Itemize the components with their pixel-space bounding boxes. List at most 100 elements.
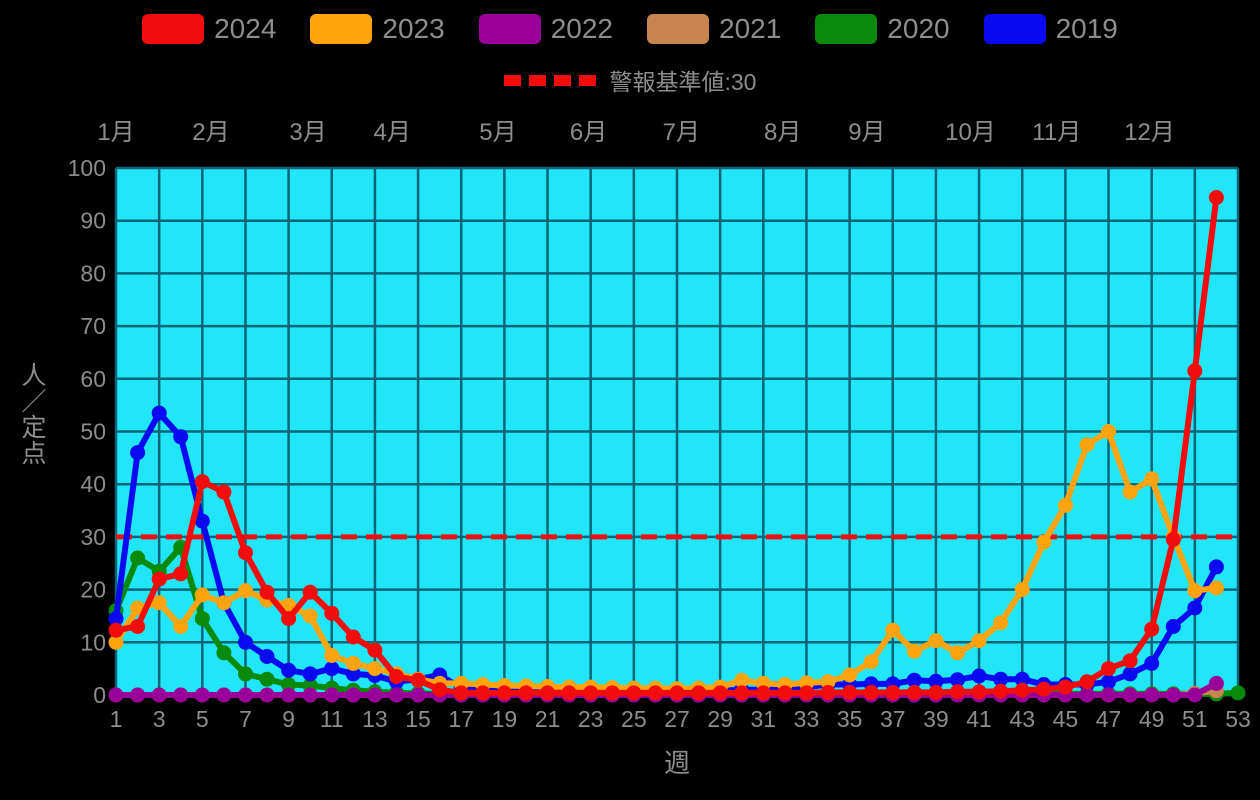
series-dot-2023	[950, 645, 965, 661]
series-dot-2023	[1144, 471, 1160, 487]
y-tick-label: 80	[80, 260, 106, 286]
series-dot-2019	[1101, 674, 1116, 690]
chart-legend: 2024 2023 2022 2021 2020 2019	[0, 13, 1260, 45]
y-tick-label: 40	[80, 471, 106, 497]
series-dot-2024	[194, 474, 210, 490]
x-tick-label: 51	[1182, 706, 1208, 732]
x-tick-label: 53	[1225, 706, 1251, 732]
legend-label: 2019	[1055, 13, 1118, 44]
month-label: 1月	[97, 119, 134, 146]
series-dot-2023	[1057, 497, 1073, 513]
month-label: 3月	[289, 119, 326, 146]
series-dot-2024	[389, 669, 404, 685]
x-tick-label: 13	[362, 706, 388, 732]
series-dot-2024	[691, 685, 707, 701]
series-dot-2019	[928, 673, 944, 689]
series-dot-2022	[410, 687, 426, 703]
series-dot-2024	[518, 685, 534, 701]
y-axis-title: 人／定点	[18, 362, 46, 466]
x-tick-label: 27	[664, 706, 690, 732]
series-dot-2024	[259, 584, 275, 600]
legend-swatch-2020	[815, 14, 878, 44]
series-dot-2020	[281, 677, 297, 692]
series-dot-2020	[238, 666, 253, 682]
series-dot-2022	[367, 687, 383, 703]
series-dot-2024	[885, 684, 901, 700]
series-dot-2023	[367, 661, 383, 677]
series-dot-2024	[540, 685, 555, 701]
series-dot-2023	[1208, 580, 1224, 596]
series-dot-2024	[799, 685, 814, 701]
series-dot-2024	[863, 684, 879, 700]
x-tick-label: 5	[196, 706, 209, 732]
x-tick-label: 17	[448, 706, 474, 732]
series-dot-2024	[928, 684, 944, 700]
series-dot-2019	[259, 649, 275, 664]
series-dot-2019	[993, 671, 1009, 687]
series-dot-2024	[410, 672, 426, 688]
series-dot-2024	[604, 685, 620, 701]
series-dot-2019	[1014, 671, 1030, 687]
series-dot-2023	[1187, 583, 1203, 599]
series-dot-2024	[626, 685, 642, 701]
series-dot-2024	[324, 605, 340, 621]
x-tick-label: 21	[535, 706, 561, 732]
series-dot-2023	[820, 674, 836, 690]
y-tick-label: 50	[80, 419, 106, 445]
y-tick-label: 70	[80, 313, 106, 339]
series-dot-2023	[1101, 424, 1116, 439]
month-label: 5月	[479, 119, 516, 146]
y-tick-label: 10	[80, 629, 106, 655]
legend-swatch-2019	[983, 14, 1046, 44]
series-dot-2024	[842, 684, 858, 700]
series-dot-2022	[151, 687, 167, 703]
series-dot-2024	[712, 685, 728, 701]
series-dot-2019	[238, 634, 253, 650]
legend-label: 2020	[887, 13, 950, 44]
series-dot-2023	[906, 643, 922, 659]
series-dot-2023	[885, 622, 901, 638]
series-dot-2024	[108, 622, 124, 638]
series-dot-2024	[755, 685, 771, 701]
x-tick-label: 19	[492, 706, 518, 732]
series-dot-2019	[194, 513, 210, 529]
series-dot-2024	[950, 684, 965, 700]
y-tick-label: 0	[93, 682, 106, 708]
series-dot-2019	[151, 405, 167, 421]
series-dot-2024	[151, 571, 167, 587]
x-tick-label: 43	[1009, 706, 1035, 732]
series-dot-2020	[194, 611, 210, 627]
series-dot-2019	[281, 662, 297, 678]
series-dot-2024	[432, 682, 448, 698]
series-dot-2023	[1036, 534, 1052, 550]
series-dot-2019	[1144, 655, 1160, 671]
month-label: 4月	[374, 119, 411, 146]
series-dot-2024	[1057, 679, 1073, 695]
series-dot-2023	[108, 634, 124, 650]
series-dot-2022	[302, 687, 318, 703]
x-tick-label: 25	[621, 706, 647, 732]
series-dot-2024	[561, 685, 577, 701]
series-dot-2019	[173, 429, 189, 445]
legend-item-2024: 2024	[142, 13, 276, 45]
series-dot-2023	[993, 615, 1009, 631]
legend-item-2021: 2021	[647, 13, 781, 45]
series-dot-2024	[669, 685, 685, 701]
y-tick-label: 100	[68, 155, 106, 181]
series-dot-2019	[950, 672, 965, 688]
x-tick-label: 33	[794, 706, 820, 732]
series-dot-2023	[1079, 437, 1095, 453]
series-dot-2024	[238, 545, 253, 561]
x-tick-label: 41	[966, 706, 992, 732]
series-line-2024	[113, 194, 1220, 696]
series-dot-2020	[216, 645, 232, 661]
series-dot-2019	[971, 668, 987, 684]
series-dot-2023	[1122, 484, 1138, 500]
series-dot-2024	[216, 484, 232, 500]
x-tick-label: 49	[1139, 706, 1165, 732]
series-dot-2023	[281, 597, 297, 613]
series-dot-2023	[842, 667, 858, 683]
series-dot-2024	[130, 619, 146, 634]
x-tick-label: 1	[110, 706, 123, 732]
